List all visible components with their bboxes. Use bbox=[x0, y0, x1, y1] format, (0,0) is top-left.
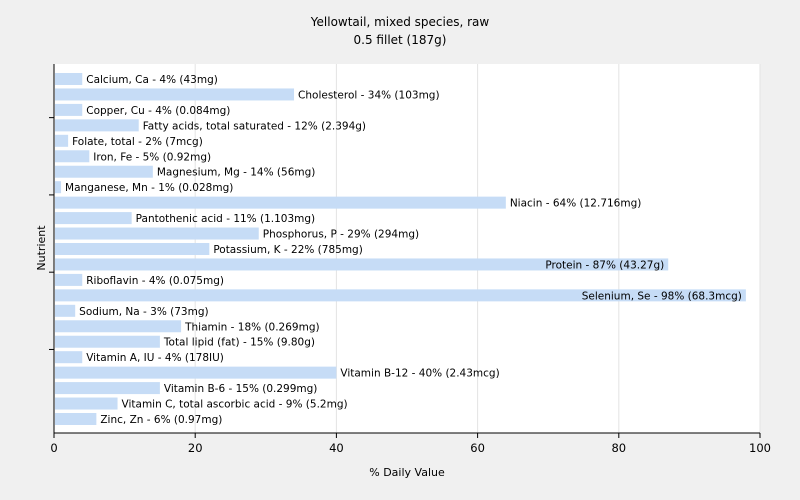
x-ticks: 0 20 40 60 80 100 bbox=[50, 433, 771, 455]
bar bbox=[55, 181, 62, 194]
bars: Calcium, Ca - 4% (43mg) Cholesterol - 34%… bbox=[55, 73, 746, 426]
bar bbox=[55, 397, 118, 410]
bar bbox=[55, 212, 132, 225]
bar-label: Sodium, Na - 3% (73mg) bbox=[79, 306, 208, 318]
chart-title: Yellowtail, mixed species, raw bbox=[310, 15, 490, 29]
x-tick-label: 20 bbox=[188, 441, 203, 455]
bar-label: Protein - 87% (43.27g) bbox=[545, 259, 664, 271]
bar-label: Calcium, Ca - 4% (43mg) bbox=[86, 74, 218, 86]
bar bbox=[55, 366, 337, 379]
bar bbox=[55, 273, 83, 286]
bar-label: Cholesterol - 34% (103mg) bbox=[298, 89, 440, 101]
bar-label: Vitamin B-6 - 15% (0.299mg) bbox=[164, 383, 318, 395]
bar bbox=[55, 304, 76, 317]
bar bbox=[55, 134, 69, 147]
bar-label: Vitamin C, total ascorbic acid - 9% (5.2… bbox=[122, 399, 348, 411]
bar bbox=[55, 320, 182, 333]
bar-label: Iron, Fe - 5% (0.92mg) bbox=[93, 151, 211, 163]
bar-label: Magnesium, Mg - 14% (56mg) bbox=[157, 167, 316, 179]
bar-label: Phosphorus, P - 29% (294mg) bbox=[263, 229, 419, 241]
bar bbox=[55, 289, 746, 302]
bar-label: Selenium, Se - 98% (68.3mcg) bbox=[582, 290, 742, 302]
x-tick-label: 0 bbox=[50, 441, 57, 455]
x-tick-label: 40 bbox=[329, 441, 344, 455]
bar-label: Fatty acids, total saturated - 12% (2.39… bbox=[143, 120, 366, 132]
x-axis-label: % Daily Value bbox=[369, 466, 445, 479]
bar-label: Pantothenic acid - 11% (1.103mg) bbox=[136, 213, 315, 225]
axes bbox=[49, 64, 760, 434]
bar bbox=[55, 335, 160, 348]
bar bbox=[55, 243, 210, 255]
bar bbox=[55, 382, 160, 395]
bar bbox=[55, 227, 259, 240]
bar bbox=[55, 258, 669, 271]
bar bbox=[55, 88, 295, 101]
bar-label: Copper, Cu - 4% (0.084mg) bbox=[86, 105, 230, 117]
bar-label: Total lipid (fat) - 15% (9.80g) bbox=[163, 337, 315, 349]
bar bbox=[55, 119, 139, 132]
bar-label: Niacin - 64% (12.716mg) bbox=[510, 198, 642, 210]
chart-subtitle: 0.5 fillet (187g) bbox=[354, 33, 447, 47]
bar bbox=[55, 351, 83, 364]
bar bbox=[55, 73, 83, 85]
bar bbox=[55, 150, 90, 163]
bar-label: Zinc, Zn - 6% (0.97mg) bbox=[100, 414, 222, 426]
x-tick-label: 80 bbox=[611, 441, 626, 455]
bar bbox=[55, 196, 506, 209]
x-tick-label: 60 bbox=[470, 441, 485, 455]
bar-label: Manganese, Mn - 1% (0.028mg) bbox=[65, 182, 233, 194]
bar bbox=[55, 165, 153, 178]
bar-label: Thiamin - 18% (0.269mg) bbox=[184, 321, 320, 333]
bar-label: Vitamin B-12 - 40% (2.43mcg) bbox=[340, 368, 499, 380]
bar-label: Potassium, K - 22% (785mg) bbox=[213, 244, 363, 256]
bar-label: Vitamin A, IU - 4% (178IU) bbox=[86, 352, 224, 364]
bar bbox=[55, 413, 97, 425]
bar bbox=[55, 103, 83, 116]
bar-label: Riboflavin - 4% (0.075mg) bbox=[86, 275, 224, 287]
bar-label: Folate, total - 2% (7mcg) bbox=[72, 136, 203, 148]
y-axis-label: Nutrient bbox=[35, 225, 48, 271]
x-tick-label: 100 bbox=[749, 441, 771, 455]
